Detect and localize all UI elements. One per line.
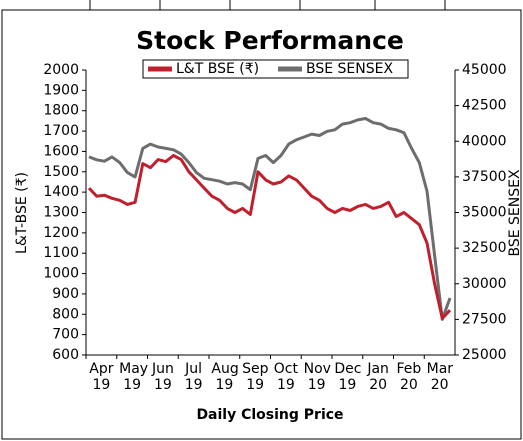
x-tick-label: Dec 19 xyxy=(334,361,362,393)
y-axis-label: L&T-BSE (₹) xyxy=(14,172,30,254)
x-tick-label: Feb 20 xyxy=(396,361,422,393)
y-tick-label: 900 xyxy=(52,286,79,302)
x-tick-label: Oct 19 xyxy=(273,361,298,393)
y-tick-label: 1800 xyxy=(43,103,79,119)
x-tick-label: Jun 19 xyxy=(151,361,174,393)
y2-tick-label: 27500 xyxy=(462,311,507,327)
y-tick-label: 1500 xyxy=(43,164,79,180)
series-line xyxy=(87,154,452,320)
y-tick-label: 2000 xyxy=(43,62,79,78)
x-tick-label: Nov 19 xyxy=(303,361,331,393)
x-tick-label: Mar 20 xyxy=(426,361,454,393)
x-tick-label: May 19 xyxy=(119,361,149,393)
header-row xyxy=(89,0,446,10)
x-axis-label: Daily Closing Price xyxy=(196,407,343,423)
legend-label: BSE SENSEX xyxy=(306,61,393,77)
y2-tick-label: 45000 xyxy=(462,62,507,78)
y-tick-label: 1900 xyxy=(43,82,79,98)
y-tick-label: 1100 xyxy=(43,245,79,261)
frame xyxy=(1,9,522,440)
x-tick-label: Jan 20 xyxy=(367,361,389,393)
y2-tick-label: 37500 xyxy=(462,169,507,185)
legend-label: L&T BSE (₹) xyxy=(176,61,259,77)
y-tick-label: 800 xyxy=(52,306,79,322)
y-tick-label: 1400 xyxy=(43,184,79,200)
y2-tick-label: 32500 xyxy=(462,240,507,256)
series-line xyxy=(88,117,452,321)
x-tick-label: Aug 19 xyxy=(211,361,239,393)
y2-axis-label: BSE SENSEX xyxy=(507,169,523,256)
y-tick-label: 1000 xyxy=(43,266,79,282)
x-tick-label: Jul 19 xyxy=(184,361,203,393)
x-tick-label: Apr 19 xyxy=(89,361,114,393)
y-tick-label: 1300 xyxy=(43,205,79,221)
y2-tick-label: 35000 xyxy=(462,205,507,221)
y2-tick-label: 40000 xyxy=(462,133,507,149)
legend-box xyxy=(142,59,409,79)
y-tick-label: 600 xyxy=(52,347,79,363)
y-tick-label: 1700 xyxy=(43,123,79,139)
chart-title: Stock Performance xyxy=(136,26,404,55)
x-tick-label: Sep 19 xyxy=(242,361,269,393)
y2-tick-label: 42500 xyxy=(462,98,507,114)
y-tick-label: 700 xyxy=(52,327,79,343)
y2-tick-label: 25000 xyxy=(462,347,507,363)
y-tick-label: 1200 xyxy=(43,225,79,241)
y-tick-label: 1600 xyxy=(43,143,79,159)
y2-tick-label: 30000 xyxy=(462,276,507,292)
